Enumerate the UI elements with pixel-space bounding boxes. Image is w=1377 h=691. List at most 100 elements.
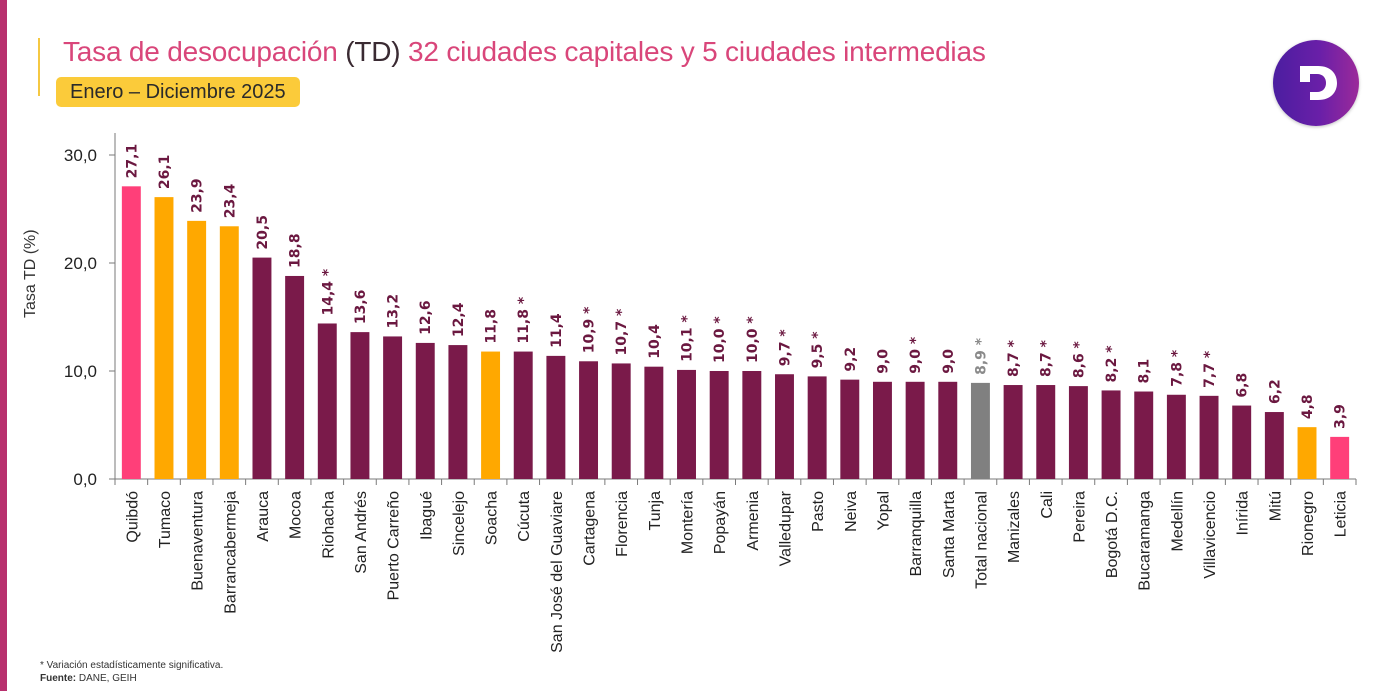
data-label: 10,0 * xyxy=(745,316,761,363)
bar xyxy=(742,371,762,479)
bar xyxy=(1166,394,1186,479)
category-label: Cúcuta xyxy=(516,491,533,542)
data-label: 7,7 * xyxy=(1202,350,1218,388)
data-label: 9,0 * xyxy=(908,336,924,374)
data-label: 9,0 xyxy=(941,349,957,374)
bar xyxy=(513,351,533,479)
category-label: Villavicencio xyxy=(1202,491,1219,579)
dane-logo xyxy=(1273,40,1359,126)
bar xyxy=(644,366,664,479)
significance-note: * Variación estadísticamente significati… xyxy=(40,660,224,671)
bar xyxy=(1101,390,1121,479)
data-label: 26,1 xyxy=(157,155,173,190)
title-accent-line xyxy=(38,38,40,96)
bar xyxy=(677,369,696,479)
bar xyxy=(415,342,435,479)
data-label: 12,6 xyxy=(418,300,434,335)
category-label: Barrancabermeja xyxy=(222,491,239,614)
data-label: 11,8 * xyxy=(516,296,532,343)
data-label: 4,8 xyxy=(1300,394,1316,419)
category-label: Sincelejo xyxy=(451,491,468,556)
bar xyxy=(775,374,794,479)
data-label: 9,5 * xyxy=(810,331,826,369)
data-label: 9,2 xyxy=(843,347,859,372)
title-abbrev: (TD) xyxy=(345,36,401,67)
source-note: Fuente: DANE, GEIH xyxy=(40,672,223,685)
bar xyxy=(252,257,272,479)
data-label: 12,4 xyxy=(451,302,467,337)
bar xyxy=(1264,412,1284,479)
category-label: Santa Marta xyxy=(941,491,958,578)
category-label: Medellín xyxy=(1169,491,1186,551)
bar xyxy=(219,226,239,479)
category-label: Tumaco xyxy=(157,491,174,548)
data-label: 10,9 * xyxy=(582,306,598,353)
category-label: Soacha xyxy=(484,491,501,545)
data-label: 27,1 xyxy=(124,144,140,179)
category-label: Bucaramanga xyxy=(1137,491,1154,591)
bar xyxy=(1330,436,1350,479)
category-label: Armenia xyxy=(745,491,762,551)
data-label: 8,7 * xyxy=(1006,339,1022,377)
bar xyxy=(579,361,599,479)
bar xyxy=(448,345,468,479)
category-label: Arauca xyxy=(255,491,272,542)
y-tick-label: 30,0 xyxy=(64,146,97,165)
bar xyxy=(317,323,337,479)
category-label: Florencia xyxy=(614,491,631,557)
data-label: 11,4 xyxy=(549,313,565,348)
bar xyxy=(709,371,729,479)
bar xyxy=(905,381,925,479)
bar xyxy=(1232,405,1252,479)
category-label: Montería xyxy=(680,491,697,554)
data-label: 18,8 xyxy=(288,233,304,268)
category-label: Buenaventura xyxy=(190,491,207,591)
data-label: 6,8 xyxy=(1235,373,1251,398)
bar xyxy=(187,220,207,479)
data-label: 20,5 xyxy=(255,215,271,250)
data-label: 10,0 * xyxy=(712,316,728,363)
category-label: Inírida xyxy=(1235,491,1252,536)
bar xyxy=(121,186,141,479)
bar xyxy=(872,381,892,479)
data-label: 9,7 * xyxy=(777,329,793,367)
source-label: Fuente: xyxy=(40,673,77,684)
category-label: Riohacha xyxy=(320,491,337,559)
bar xyxy=(350,332,370,479)
bar xyxy=(1003,385,1023,479)
y-tick-label: 20,0 xyxy=(64,254,97,273)
title-scope: 32 ciudades capitales y 5 ciudades inter… xyxy=(408,36,986,67)
data-label: 8,6 * xyxy=(1071,340,1087,378)
category-label: Popayán xyxy=(712,491,729,554)
category-label: Tunja xyxy=(647,491,664,531)
category-label: Neiva xyxy=(843,491,860,532)
category-label: Mitú xyxy=(1267,491,1284,521)
bar xyxy=(154,197,174,479)
category-label: Quibdó xyxy=(124,491,141,543)
chart-title: Tasa de desocupación (TD) 32 ciudades ca… xyxy=(63,36,986,68)
data-label: 7,8 * xyxy=(1169,349,1185,387)
data-label: 13,6 xyxy=(353,290,369,325)
data-label: 11,8 xyxy=(484,309,500,344)
y-tick-label: 0,0 xyxy=(73,470,97,489)
category-label: Total nacional xyxy=(973,491,990,589)
category-label: San Andrés xyxy=(353,491,370,574)
category-label: Pasto xyxy=(810,491,827,532)
category-label: Rionegro xyxy=(1300,491,1317,556)
data-label: 13,2 xyxy=(386,294,402,329)
logo-d-icon xyxy=(1300,66,1337,100)
bar xyxy=(807,376,827,479)
data-label: 10,7 * xyxy=(614,308,630,355)
left-accent-border xyxy=(0,0,7,691)
category-label: Bogotá D.C. xyxy=(1104,491,1121,578)
bar xyxy=(546,355,566,479)
category-label: Pereira xyxy=(1071,491,1088,543)
data-label: 8,1 xyxy=(1137,359,1153,384)
data-label: 8,9 * xyxy=(973,337,989,375)
data-label: 23,4 xyxy=(222,183,238,218)
data-label: 10,4 xyxy=(647,324,663,359)
category-label: Valledupar xyxy=(777,490,794,566)
category-label: Manizales xyxy=(1006,491,1023,563)
data-label: 23,9 xyxy=(190,178,206,213)
